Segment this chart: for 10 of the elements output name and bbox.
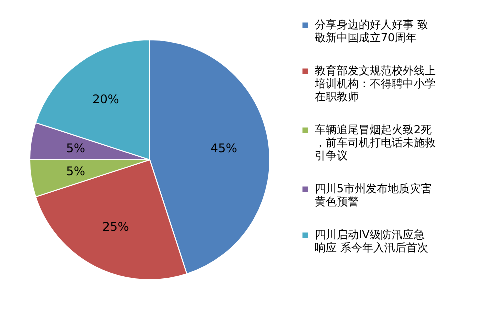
data-label: 45% [210,141,238,156]
legend-label: 车辆追尾冒烟起火致2死，前车司机打电话未施救引争议 [315,124,436,162]
data-label: 20% [92,92,120,106]
legend-label: 四川5市州发布地质灾害黄色预警 [315,182,432,208]
data-label: 5% [66,164,86,179]
data-label: 25% [102,220,130,234]
data-label: 5% [66,141,86,156]
legend-label: 四川启动IV级防汛应急响应 系今年入汛后首次 [315,228,428,254]
legend-label: 分享身边的好人好事 致敬新中国成立70周年 [315,18,428,44]
legend-label: 教育部发文规范校外线上培训机构：不得聘中小学在职教师 [314,64,436,104]
